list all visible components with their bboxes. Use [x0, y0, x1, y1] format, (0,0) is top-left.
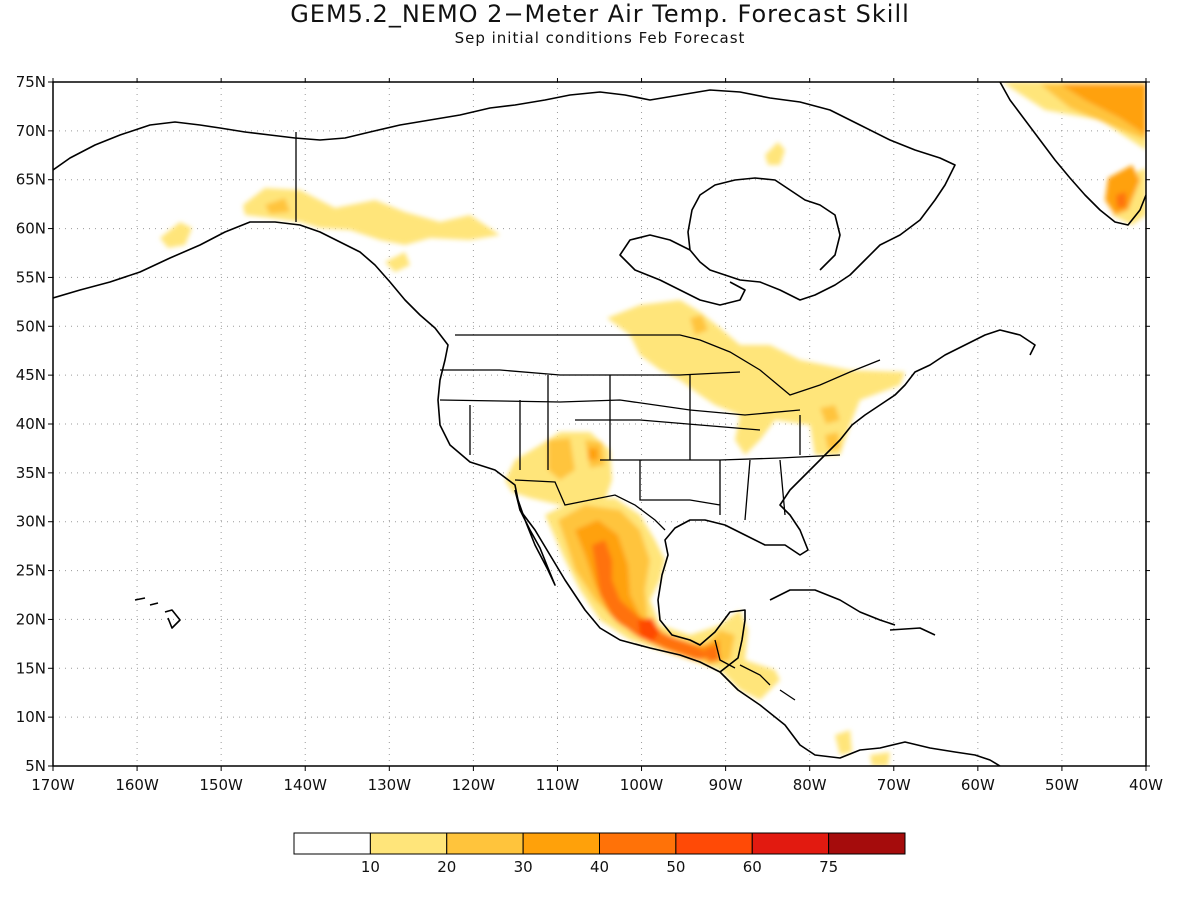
lat-label: 45N	[16, 366, 46, 384]
colorbar-swatch	[675, 832, 753, 855]
lat-label: 25N	[16, 562, 46, 580]
shade-bc	[385, 252, 410, 272]
lon-label: 140W	[283, 776, 327, 794]
cuba-coastline	[769, 589, 936, 636]
shade-mexico-l5	[638, 618, 660, 642]
shade-colombia	[870, 752, 890, 766]
political-borders	[295, 132, 881, 701]
lon-label: 120W	[452, 776, 496, 794]
shade-guatemala	[705, 645, 720, 662]
lat-label: 30N	[16, 513, 46, 531]
map-subtitle: Sep initial conditions Feb Forecast	[454, 29, 746, 47]
lon-label: 130W	[368, 776, 412, 794]
lon-label: 60W	[961, 776, 995, 794]
colorbar-swatch	[751, 832, 830, 855]
lat-label: 15N	[16, 659, 46, 677]
latitude-labels: 75N 70N 65N 60N 55N 50N 45N 40N 35N 30N 25N 20N 15N 1…	[16, 73, 46, 775]
colorbar-label: 60	[743, 858, 762, 876]
north-america-coastline	[53, 89, 1036, 766]
shade-sw-us-core	[548, 438, 575, 480]
central-america-borders	[714, 639, 796, 701]
colorbar-swatch	[599, 832, 677, 855]
shade-ne-core2	[825, 432, 840, 450]
lon-label: 70W	[877, 776, 911, 794]
lat-label: 75N	[16, 73, 46, 91]
map-title: GEM5.2_NEMO 2−Meter Air Temp. Forecast S…	[290, 0, 910, 28]
lat-label: 20N	[16, 610, 46, 628]
skill-shading	[160, 82, 1146, 766]
lon-label: 170W	[31, 776, 75, 794]
lat-label: 55N	[16, 268, 46, 286]
colorbar-label: 50	[666, 858, 685, 876]
colorbar-swatch	[369, 832, 448, 855]
lon-label: 160W	[115, 776, 159, 794]
colorbar-label: 40	[590, 858, 609, 876]
lon-label: 50W	[1045, 776, 1079, 794]
shade-great-lakes-core	[690, 315, 708, 335]
colorbar-swatch	[522, 832, 600, 855]
colorbar: 10 20 30 40 50 60 75	[293, 832, 906, 876]
longitude-labels: 170W 160W 150W 140W 130W 120W 110W 100W 90W 80W 70…	[31, 776, 1163, 794]
lat-label: 35N	[16, 464, 46, 482]
colorbar-swatch	[828, 832, 906, 855]
shade-baffin	[765, 142, 785, 165]
lat-label: 5N	[25, 757, 46, 775]
lon-label: 100W	[620, 776, 664, 794]
axis-ticks	[48, 78, 1150, 771]
hawaii-coastline	[134, 597, 181, 629]
shade-alaska	[243, 188, 500, 245]
coastlines	[53, 82, 1146, 766]
us-canada-border	[455, 334, 881, 396]
us-mexico-border	[514, 479, 666, 531]
shade-sw-us-core3	[588, 448, 598, 460]
shade-caribbean	[835, 730, 852, 755]
lat-label: 60N	[16, 220, 46, 238]
shade-mexico-l3	[575, 520, 720, 660]
colorbar-label: 30	[514, 858, 533, 876]
lat-label: 65N	[16, 171, 46, 189]
greenland-coastline	[999, 82, 1146, 226]
lat-label: 10N	[16, 708, 46, 726]
lon-label: 40W	[1129, 776, 1163, 794]
colorbar-label: 75	[819, 858, 838, 876]
colorbar-swatch	[293, 832, 371, 855]
lat-label: 40N	[16, 415, 46, 433]
baja-coastline	[514, 489, 556, 586]
colorbar-label: 10	[361, 858, 380, 876]
hudson-bay-coastline	[619, 234, 746, 306]
shade-alaska-sw	[160, 222, 192, 248]
colorbar-swatch	[446, 832, 524, 855]
shade-greenland-tip	[1105, 165, 1140, 215]
shade-alaska-core	[265, 198, 290, 214]
us-state-lines	[439, 369, 841, 521]
lon-label: 110W	[536, 776, 580, 794]
lon-label: 90W	[709, 776, 743, 794]
shade-greenland-core2	[1060, 84, 1146, 135]
lon-label: 80W	[793, 776, 827, 794]
colorbar-label: 20	[437, 858, 456, 876]
shade-greenland-tip2	[1116, 192, 1126, 208]
lon-label: 150W	[199, 776, 243, 794]
lat-label: 50N	[16, 317, 46, 335]
shade-ne-core	[820, 405, 840, 424]
lat-label: 70N	[16, 122, 46, 140]
